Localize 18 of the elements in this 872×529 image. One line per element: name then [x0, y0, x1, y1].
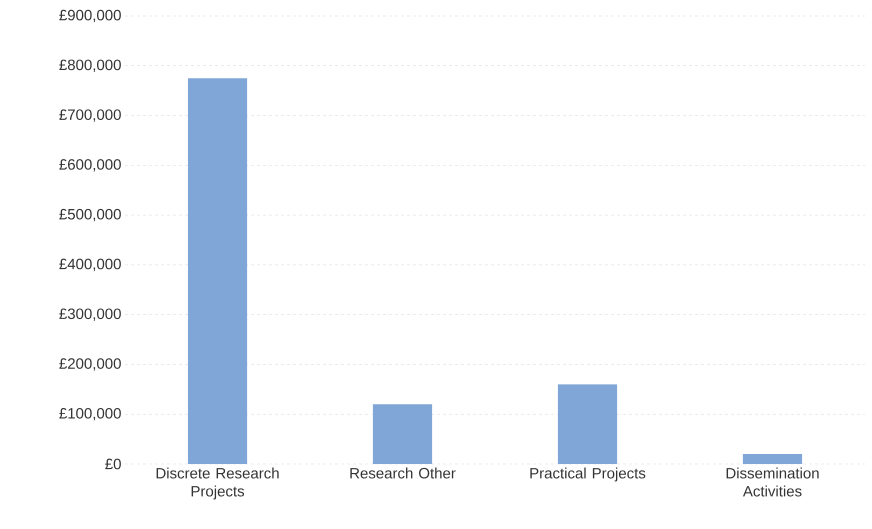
bar	[742, 454, 802, 464]
x-tick-label: Research Other	[350, 468, 456, 479]
y-tick-label: £200,000	[59, 358, 121, 371]
bar	[188, 78, 248, 464]
bar	[372, 404, 432, 464]
y-tick-label: £0	[105, 458, 121, 470]
y-tick-label: £700,000	[59, 109, 121, 122]
y-tick-label: £300,000	[59, 308, 121, 321]
bar	[558, 384, 618, 464]
x-tick-label: Dissemination Activities	[726, 468, 819, 497]
x-tick-label: Practical Projects	[530, 468, 646, 482]
y-tick-label: £100,000	[59, 408, 121, 420]
y-tick-label: £600,000	[59, 159, 121, 172]
y-tick-label: £900,000	[59, 10, 121, 22]
y-tick-label: £400,000	[59, 258, 121, 272]
y-tick-label: £500,000	[59, 208, 121, 222]
x-tick-label: Discrete Research Projects	[156, 468, 279, 500]
y-tick-label: £800,000	[59, 60, 121, 72]
